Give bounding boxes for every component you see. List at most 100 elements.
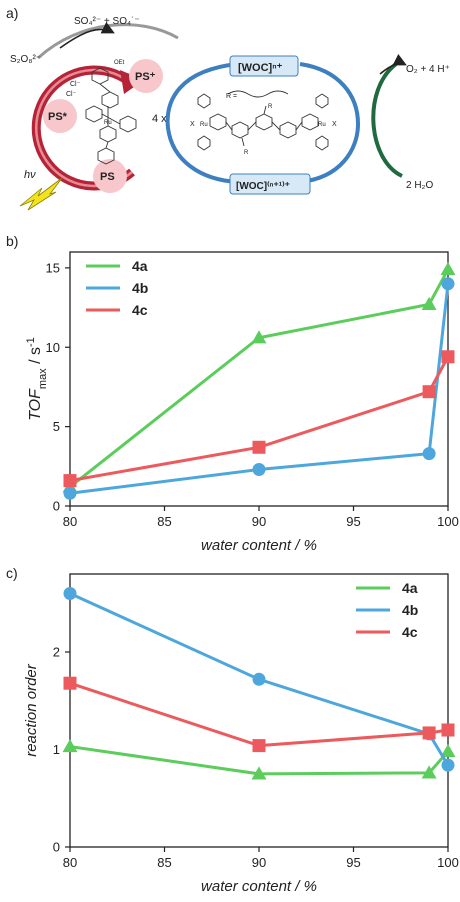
o2-products-label: O₂ + 4 H⁺ bbox=[406, 64, 450, 75]
data-point-4c bbox=[441, 350, 455, 364]
x-axis-label: water content / % bbox=[201, 878, 317, 895]
so4-products-label: SO₄²⁻ + SO₄˙⁻ bbox=[74, 16, 140, 27]
data-point-4c bbox=[422, 385, 436, 399]
series-line-4b bbox=[69, 283, 450, 495]
data-point-4a bbox=[421, 296, 437, 310]
ps-plus-label: PS⁺ bbox=[135, 71, 156, 83]
y-axis-label: reaction order bbox=[23, 663, 40, 757]
series-line-4b bbox=[69, 592, 450, 766]
reaction-scheme: a) SO₄²⁻ + SO₄˙⁻ S₂O₈²⁻ PS⁺ PS* PS hν Ru… bbox=[6, 5, 450, 211]
data-point-4c bbox=[63, 474, 77, 488]
woc-x-right-label: X bbox=[332, 121, 337, 128]
x-tick-label: 85 bbox=[157, 855, 171, 870]
y-axis-label-sup: -1 bbox=[25, 337, 37, 347]
data-point-4c bbox=[63, 676, 77, 690]
y-tick-label: 0 bbox=[53, 499, 60, 514]
woc-n1-box bbox=[229, 173, 311, 195]
panel-label-a: a) bbox=[6, 5, 18, 21]
data-point-4a bbox=[440, 743, 456, 758]
data-point-4b bbox=[63, 486, 77, 500]
water-label: 2 H₂O bbox=[406, 180, 433, 191]
legend-label-4a: 4a bbox=[402, 580, 418, 596]
y-tick-label: 1 bbox=[53, 742, 60, 757]
y-axis-label-rest: / s bbox=[27, 347, 44, 368]
ru-complex-structure bbox=[85, 67, 137, 165]
y-axis-label-sub: max bbox=[37, 368, 49, 389]
r-definition-label: R = bbox=[226, 93, 237, 100]
woc-blue-arc-left bbox=[165, 62, 239, 184]
series-line-4a bbox=[69, 745, 450, 776]
oet-label: OEt bbox=[114, 60, 125, 66]
four-x-label: 4 x bbox=[152, 113, 167, 125]
hv-label: hν bbox=[24, 169, 36, 181]
x-tick-label: 90 bbox=[252, 514, 266, 529]
legend-label-4b: 4b bbox=[402, 602, 418, 618]
ps-plus-glow bbox=[129, 59, 163, 93]
panel-label: b) bbox=[6, 233, 18, 249]
woc-r-label-top: R bbox=[268, 104, 273, 110]
y-tick-label: 0 bbox=[53, 840, 60, 855]
chart-tof-max: b) 80 85 90 95 100 0 5 10 15 water content / % TOFm… bbox=[6, 233, 459, 554]
woc-x-left-label: X bbox=[190, 121, 195, 128]
chart-reaction-order: c) 80 85 90 95 100 0 1 2 water content / % reactio… bbox=[6, 565, 459, 895]
data-point-4a bbox=[251, 766, 267, 780]
water-oxidation-green-arc bbox=[371, 62, 403, 178]
x-tick-label: 80 bbox=[63, 514, 77, 529]
y-tick-label: 5 bbox=[53, 419, 60, 434]
x-tick-label: 100 bbox=[437, 855, 459, 870]
data-point-4b bbox=[63, 587, 77, 600]
x-tick-label: 85 bbox=[157, 514, 171, 529]
legend-label-4b: 4b bbox=[132, 280, 148, 296]
o2-arrow bbox=[379, 53, 407, 75]
y-axis-label: TOFmax / s-1 bbox=[25, 337, 49, 421]
lightning-bolt-icon bbox=[19, 177, 63, 211]
woc-n1-label: [WOC]⁽ⁿ⁺¹⁾⁺ bbox=[236, 181, 290, 192]
data-point-4b bbox=[252, 462, 266, 476]
panel-label: c) bbox=[6, 565, 18, 581]
ps-star-glow bbox=[43, 99, 77, 133]
legend-label-4c: 4c bbox=[132, 302, 148, 318]
ps-star-label: PS* bbox=[48, 111, 68, 123]
x-tick-label: 100 bbox=[437, 514, 459, 529]
woc-r-label-bottom: R bbox=[244, 150, 249, 156]
data-point-4a bbox=[251, 330, 267, 344]
data-point-4c bbox=[252, 440, 266, 454]
woc-molecule-structure bbox=[197, 90, 329, 151]
x-tick-label: 90 bbox=[252, 855, 266, 870]
data-point-4c bbox=[441, 723, 455, 737]
plot-frame bbox=[69, 573, 449, 848]
series-line-4c bbox=[69, 356, 450, 483]
x-tick-label: 95 bbox=[346, 514, 360, 529]
data-point-4c bbox=[252, 739, 266, 753]
data-point-4b bbox=[441, 758, 455, 772]
woc-n-label: [WOC]ⁿ⁺ bbox=[238, 62, 283, 74]
data-point-4b bbox=[422, 447, 436, 461]
x-tick-label: 80 bbox=[63, 855, 77, 870]
woc-ru-right-label: Ru bbox=[318, 122, 326, 128]
data-point-4b bbox=[441, 277, 455, 291]
y-axis-label-main: TOF bbox=[27, 388, 44, 421]
s2o8-label: S₂O₈²⁻ bbox=[10, 54, 41, 65]
ps-ground-glow bbox=[93, 159, 127, 193]
data-point-4b bbox=[252, 672, 266, 686]
y-tick-label: 10 bbox=[46, 340, 60, 355]
series-line-4c bbox=[69, 681, 449, 748]
legend-label-4a: 4a bbox=[132, 258, 148, 274]
ru-center-label: Ru bbox=[104, 120, 112, 126]
woc-n-box bbox=[229, 55, 299, 77]
data-point-4c bbox=[422, 726, 436, 740]
ps-ground-label: PS bbox=[100, 171, 115, 183]
x-axis-label: water content / % bbox=[201, 537, 317, 554]
woc-blue-arc-right bbox=[299, 62, 361, 184]
woc-ru-left-label: Ru bbox=[200, 122, 208, 128]
data-point-4a bbox=[421, 765, 437, 779]
legend-label-4c: 4c bbox=[402, 624, 418, 640]
data-point-4a bbox=[440, 261, 456, 276]
cl-label-2: Cl⁻ bbox=[66, 91, 77, 98]
data-point-4a bbox=[62, 739, 78, 753]
y-tick-label: 2 bbox=[53, 645, 60, 660]
x-tick-label: 95 bbox=[346, 855, 360, 870]
series-line-4a bbox=[69, 268, 450, 489]
y-tick-label: 15 bbox=[46, 260, 60, 275]
sulfate-arrow-black bbox=[59, 21, 115, 49]
